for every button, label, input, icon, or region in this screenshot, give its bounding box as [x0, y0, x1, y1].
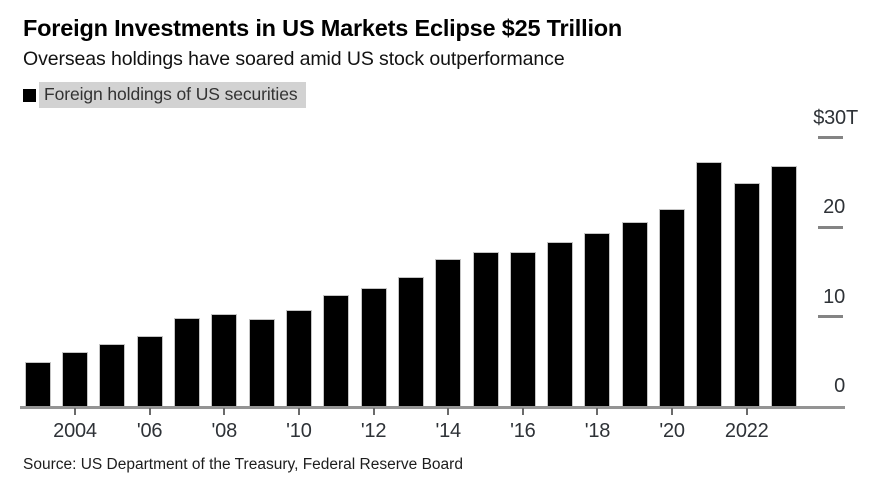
- bar-2016: [509, 252, 536, 406]
- bar-2012: [360, 287, 387, 406]
- x-tick-label-2022: 2022: [724, 420, 769, 442]
- x-tick-label-2014: '14: [435, 420, 461, 442]
- bar-2007: [173, 318, 200, 406]
- x-tick-label-2018: '18: [584, 420, 611, 442]
- x-tick-label-2016: '16: [510, 420, 536, 442]
- bar-2009: [248, 319, 275, 406]
- bar-2010: [285, 310, 312, 406]
- y-tick-label-20: 20: [823, 196, 845, 219]
- y-tick-dash-10: [818, 315, 843, 319]
- x-tick-label-2012: '12: [360, 420, 387, 442]
- x-tick-label-2004: 2004: [53, 420, 97, 442]
- bar-2018: [584, 232, 611, 406]
- y-tick-label-0: 0: [834, 375, 845, 397]
- x-tick-2018: [596, 408, 599, 415]
- x-tick-label-2010: '10: [286, 420, 312, 442]
- bar-2003: [24, 362, 51, 406]
- bar-2017: [547, 241, 574, 406]
- bar-2006: [136, 336, 163, 406]
- legend-label: Foreign holdings of US securities: [39, 82, 306, 108]
- x-tick-2016: [521, 408, 524, 415]
- x-tick-2012: [372, 408, 375, 415]
- bar-2013: [397, 277, 424, 406]
- x-tick-2004: [74, 408, 76, 415]
- chart-title: Foreign Investments in US Markets Eclips…: [23, 15, 623, 41]
- legend-square-icon: [23, 88, 36, 102]
- bar-2008: [211, 313, 238, 406]
- x-tick-label-2020: '20: [659, 420, 685, 442]
- x-tick-2010: [297, 408, 300, 415]
- source-note: Source: US Department of the Treasury, F…: [23, 456, 463, 473]
- x-tick-2022: [745, 408, 748, 415]
- x-tick-2020: [671, 408, 674, 415]
- bar-2023: [771, 165, 798, 406]
- bar-2014: [435, 259, 462, 406]
- x-tick-2014: [447, 408, 450, 415]
- y-tick-dash-20: [818, 225, 843, 229]
- bar-2005: [99, 344, 126, 406]
- x-tick-2008: [223, 408, 226, 415]
- x-tick-label-2006: '06: [136, 420, 163, 442]
- bar-2015: [472, 252, 499, 406]
- bar-2004: [62, 352, 88, 406]
- bar-2019: [621, 221, 648, 406]
- bar-2021: [696, 161, 723, 406]
- legend: Foreign holdings of US securities: [23, 82, 306, 108]
- y-tick-label-10: 10: [823, 285, 845, 308]
- chart-subtitle: Overseas holdings have soared amid US st…: [23, 48, 565, 70]
- y-tick-dash-30: [818, 136, 843, 140]
- x-tick-label-2008: '08: [211, 420, 238, 442]
- bar-2020: [659, 209, 686, 406]
- bar-2011: [323, 295, 350, 406]
- y-tick-label-30: $30T: [813, 106, 858, 129]
- bar-2022: [733, 182, 760, 406]
- x-tick-2006: [148, 408, 151, 415]
- x-axis-line: [20, 406, 845, 409]
